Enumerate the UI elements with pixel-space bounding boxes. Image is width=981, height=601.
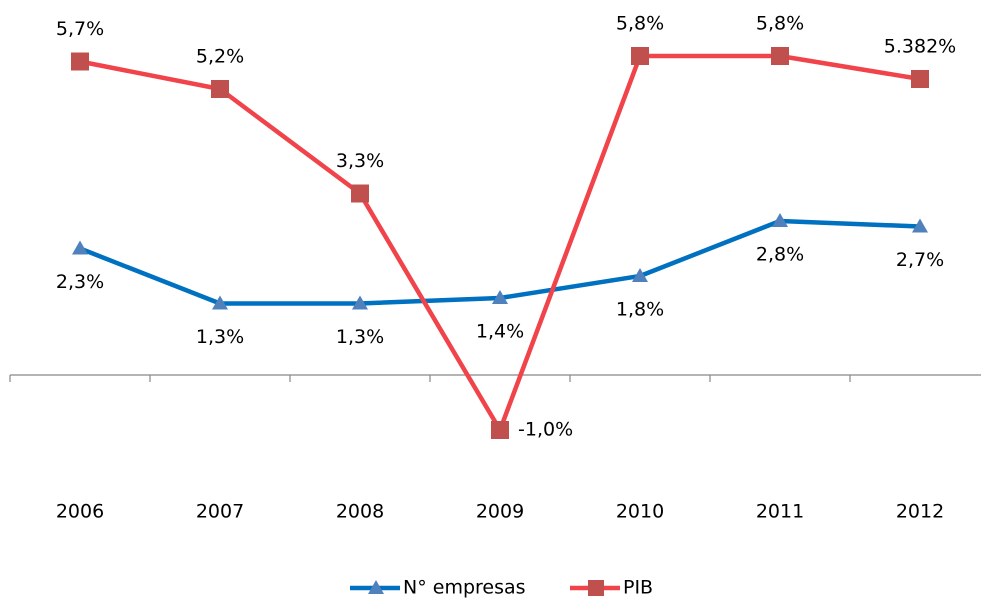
marker	[772, 213, 788, 227]
marker	[491, 421, 509, 439]
marker	[71, 52, 89, 71]
data-label: -1,0%	[518, 419, 573, 441]
data-label: 1,8%	[616, 299, 664, 321]
x-tick-label: 2011	[756, 501, 804, 523]
data-label: 1,4%	[476, 321, 524, 343]
marker	[632, 268, 648, 282]
legend-marker	[588, 580, 604, 596]
data-label: 5,2%	[196, 46, 244, 68]
data-label: 2,3%	[56, 271, 104, 293]
legend-label: N° empresas	[403, 577, 526, 599]
marker	[351, 184, 369, 203]
data-label: 5,8%	[616, 13, 664, 35]
data-label: 3,3%	[336, 150, 384, 172]
legend-label: PIB	[623, 577, 653, 599]
x-tick-label: 2006	[56, 501, 104, 523]
x-tick-label: 2008	[336, 501, 384, 523]
marker	[211, 80, 229, 98]
marker	[72, 240, 88, 255]
marker	[492, 290, 508, 304]
x-tick-label: 2012	[896, 501, 944, 523]
x-tick-label: 2010	[616, 501, 664, 523]
marker	[912, 218, 928, 233]
data-label: 5.382%	[884, 35, 956, 57]
data-label: 2,8%	[756, 244, 804, 266]
marker	[212, 295, 228, 310]
data-label: 2,7%	[896, 249, 944, 271]
marker	[352, 295, 368, 310]
x-tick-label: 2007	[196, 501, 244, 523]
data-label: 5,7%	[56, 18, 104, 40]
marker	[771, 47, 789, 65]
marker	[911, 69, 929, 88]
data-label: 1,3%	[196, 326, 244, 348]
x-tick-label: 2009	[476, 501, 524, 523]
data-label: 5,8%	[756, 13, 804, 35]
legend-marker	[368, 580, 384, 594]
marker	[631, 47, 649, 65]
data-label: 1,3%	[336, 326, 384, 348]
